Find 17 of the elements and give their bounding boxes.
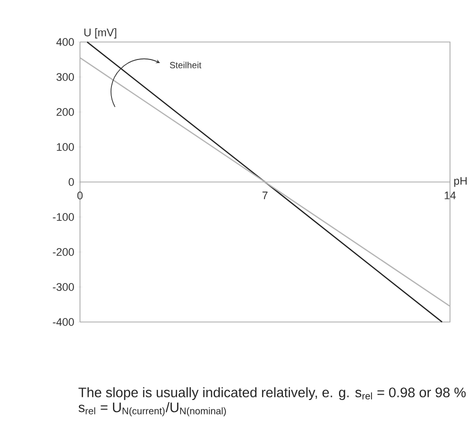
x-tick-label: 7: [262, 192, 268, 200]
y-tick-label: -200: [52, 248, 74, 256]
y-axis-title: U [mV]: [84, 28, 116, 38]
y-tick-label: -400: [52, 318, 74, 326]
y-tick-label: 0: [68, 178, 74, 186]
y-tick-label: -100: [52, 213, 74, 221]
y-tick-label: 300: [56, 73, 74, 81]
x-axis-title: pH: [454, 177, 467, 187]
annotation: Steilheit: [170, 62, 202, 68]
y-tick-label: 200: [56, 108, 74, 116]
y-tick-label: 400: [56, 38, 74, 46]
x-tick-label: 0: [77, 192, 83, 200]
text: The slope is usually indicated relatively, e. g. s$_{rel}$ = 0.98 or 98 %: [78, 387, 466, 400]
text: s$_{rel}$ = U$_{N(current)}$/U$_{N(nominal)}$: [78, 402, 226, 416]
y-tick-label: 100: [56, 143, 74, 151]
x-tick-label: 14: [444, 192, 456, 200]
y-tick-label: -300: [52, 283, 74, 291]
